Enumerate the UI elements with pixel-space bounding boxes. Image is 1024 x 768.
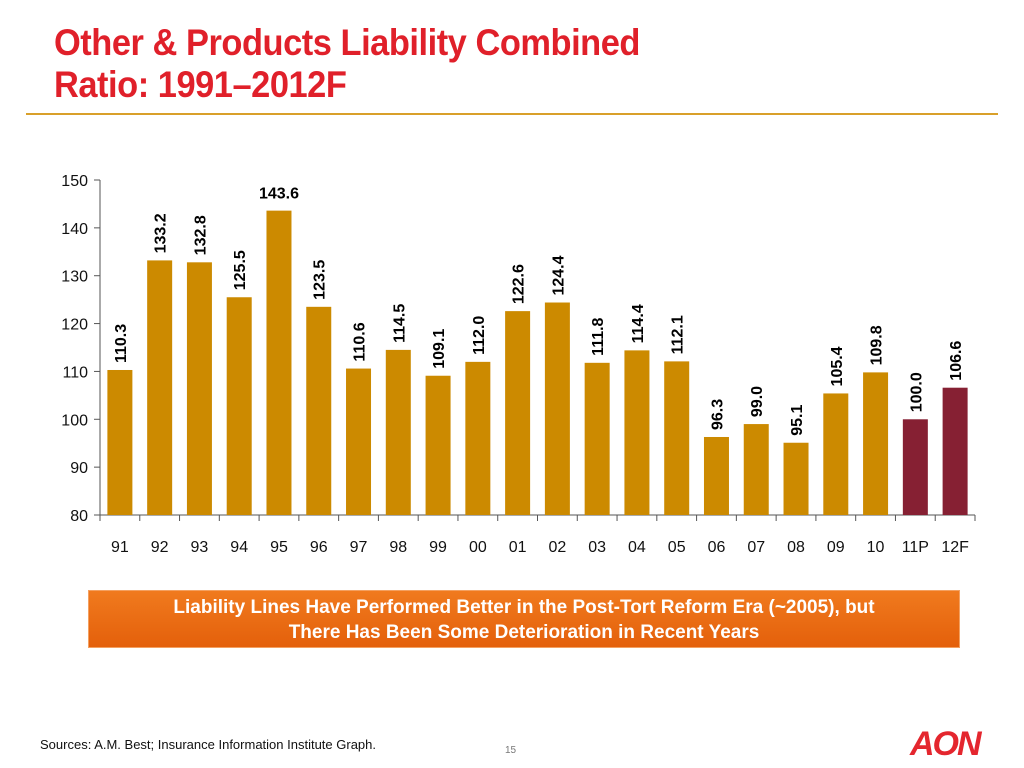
bar-value-label: 110.6 <box>352 322 369 361</box>
x-tick-label: 94 <box>230 539 248 556</box>
x-tick-label: 09 <box>827 539 845 556</box>
x-tick-label: 96 <box>310 539 328 556</box>
callout-line1: Liability Lines Have Performed Better in… <box>173 597 875 618</box>
bar-01 <box>505 311 531 515</box>
bar-92 <box>147 260 173 515</box>
bar-99 <box>425 375 451 515</box>
x-tick-label: 02 <box>548 539 566 556</box>
bar-11P <box>902 419 928 515</box>
bar-03 <box>584 362 610 515</box>
bar-97 <box>346 368 372 515</box>
bar-value-label: 100.0 <box>908 372 925 412</box>
bar-95 <box>266 210 292 515</box>
bar-94 <box>226 297 252 515</box>
slide-title-line2: Ratio: 1991–2012F <box>54 64 347 105</box>
x-tick-label: 04 <box>628 539 646 556</box>
y-tick-label: 140 <box>61 221 88 238</box>
bar-value-label: 106.6 <box>948 341 965 381</box>
y-tick-label: 80 <box>70 508 88 525</box>
x-tick-label: 06 <box>708 539 726 556</box>
bar-value-label: 110.3 <box>113 324 130 363</box>
x-tick-label: 07 <box>747 539 765 556</box>
bar-12F <box>942 387 968 515</box>
x-tick-label: 12F <box>941 539 969 556</box>
bar-value-label: 143.6 <box>259 186 299 203</box>
x-tick-label: 05 <box>668 539 686 556</box>
x-tick-label: 99 <box>429 539 447 556</box>
y-axis: 80 90 100 110 120 130 140 150 <box>61 173 101 525</box>
bar-04 <box>624 350 650 515</box>
x-tick-label: 93 <box>191 539 209 556</box>
x-tick-label: 10 <box>867 539 885 556</box>
bar-value-labels: 110.3 133.2 132.8 125.5 143.6 123.5 110.6 114.5… <box>113 186 965 436</box>
x-tick-label: 95 <box>270 539 288 556</box>
bar-value-label: 105.4 <box>829 346 846 386</box>
x-tick-label: 91 <box>111 539 129 556</box>
x-tick-label: 03 <box>588 539 606 556</box>
sources-note: Sources: A.M. Best; Insurance Informatio… <box>40 737 376 752</box>
page-number: 15 <box>505 745 517 756</box>
bar-91 <box>107 369 133 515</box>
bar-06 <box>703 436 729 515</box>
bar-05 <box>664 361 690 515</box>
bar-value-label: 114.4 <box>630 304 647 343</box>
callout-box: Liability Lines Have Performed Better in… <box>88 590 960 648</box>
callout-line2: There Has Been Some Deterioration in Rec… <box>288 622 760 643</box>
x-tick-label: 00 <box>469 539 487 556</box>
x-tick-label: 08 <box>787 539 805 556</box>
y-tick-label: 110 <box>62 364 88 381</box>
bars <box>107 210 968 515</box>
bar-value-label: 95.1 <box>789 404 806 435</box>
bar-07 <box>743 424 769 515</box>
y-tick-label: 130 <box>61 269 88 286</box>
bar-00 <box>465 361 491 515</box>
bar-value-label: 112.0 <box>471 316 488 355</box>
bar-value-label: 132.8 <box>192 215 209 255</box>
bar-value-label: 112.1 <box>670 315 687 354</box>
y-tick-label: 90 <box>70 460 88 477</box>
bar-08 <box>783 442 809 515</box>
bar-93 <box>186 262 212 515</box>
x-tick-label: 01 <box>509 539 527 556</box>
bar-98 <box>385 349 411 515</box>
bar-value-label: 122.6 <box>511 264 528 304</box>
bar-10 <box>863 372 889 515</box>
x-tick-label: 92 <box>151 539 169 556</box>
x-axis: 91 92 93 94 95 96 97 98 99 00 01 02 03 04 05 06 07 08 09 10… <box>99 514 976 556</box>
y-tick-label: 120 <box>61 317 88 334</box>
bar-value-label: 124.4 <box>550 255 567 295</box>
x-tick-label: 11P <box>902 539 929 556</box>
bar-value-label: 109.8 <box>869 325 886 365</box>
bar-value-label: 125.5 <box>232 250 249 290</box>
bar-96 <box>306 306 332 515</box>
bar-value-label: 111.8 <box>590 317 607 355</box>
y-tick-label: 150 <box>61 173 88 190</box>
title-divider <box>26 113 998 115</box>
slide-title: Other & Products Liability Combined Rati… <box>54 22 891 106</box>
bar-value-label: 96.3 <box>709 399 726 430</box>
bar-value-label: 109.1 <box>431 329 448 369</box>
aon-logo: AON <box>910 725 982 763</box>
bar-value-label: 123.5 <box>312 260 329 300</box>
bar-value-label: 114.5 <box>391 304 408 343</box>
slide-title-line1: Other & Products Liability Combined <box>54 22 640 63</box>
bar-value-label: 133.2 <box>153 213 170 253</box>
x-tick-label: 97 <box>350 539 368 556</box>
bar-02 <box>544 302 570 515</box>
bar-value-label: 99.0 <box>749 386 766 417</box>
y-tick-label: 100 <box>61 412 88 429</box>
bar-09 <box>823 393 849 515</box>
x-tick-label: 98 <box>389 539 407 556</box>
